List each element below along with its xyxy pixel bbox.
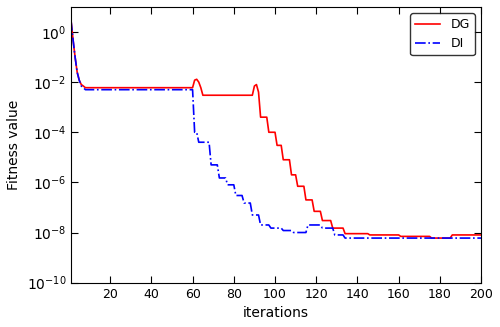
- DG: [92, 86, 98, 90]
- DG: [68, 18, 74, 22]
- DI: [84, 88, 90, 92]
- DI: [478, 236, 484, 240]
- Y-axis label: Fitness value: Fitness value: [7, 100, 21, 190]
- DI: [342, 236, 348, 240]
- DI: [177, 88, 183, 92]
- DG: [445, 236, 451, 240]
- DG: [460, 233, 466, 237]
- DG: [84, 86, 90, 90]
- X-axis label: iterations: iterations: [243, 306, 309, 320]
- DG: [177, 86, 183, 90]
- Line: DG: DG: [71, 20, 481, 238]
- DI: [460, 236, 466, 240]
- DI: [144, 88, 150, 92]
- Line: DI: DI: [71, 20, 481, 238]
- Legend: DG, DI: DG, DI: [410, 13, 475, 56]
- DI: [445, 236, 451, 240]
- DG: [144, 86, 150, 90]
- DG: [428, 236, 434, 240]
- DI: [68, 18, 74, 22]
- DI: [92, 88, 98, 92]
- DG: [478, 233, 484, 237]
